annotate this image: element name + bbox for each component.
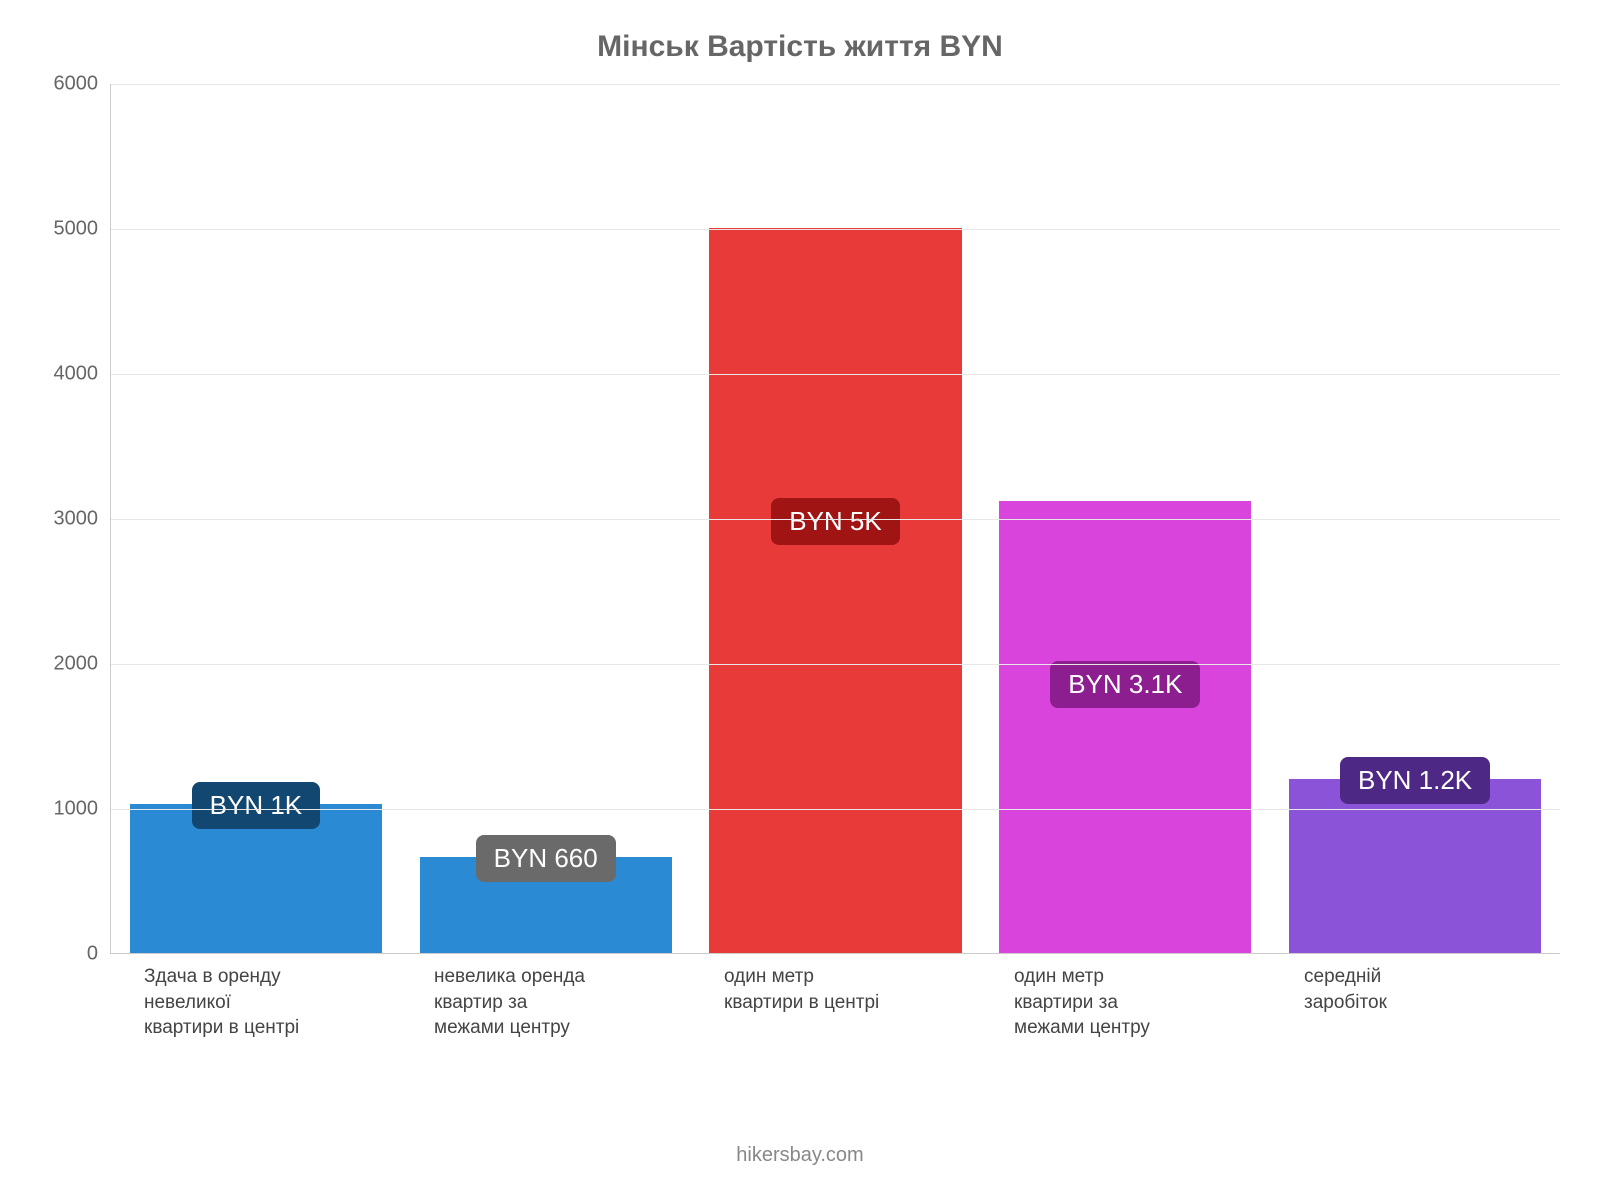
x-label-slot: невелика оренда квартир за межами центру <box>400 964 690 1134</box>
value-badge: BYN 1K <box>192 782 321 829</box>
attribution: hikersbay.com <box>40 1144 1560 1167</box>
gridline <box>111 519 1560 520</box>
y-tick-label: 6000 <box>54 73 99 96</box>
x-axis-label: середній заробіток <box>1280 964 1460 1015</box>
bar: BYN 1.2K <box>1289 779 1541 953</box>
y-tick-label: 0 <box>87 943 98 966</box>
value-badge: BYN 5K <box>771 498 900 545</box>
bar: BYN 1K <box>130 804 382 953</box>
y-tick-label: 5000 <box>54 218 99 241</box>
x-label-slot: один метр квартири в центрі <box>690 964 980 1134</box>
gridline <box>111 809 1560 810</box>
plot-area: BYN 1K BYN 660 BYN 5K BYN 3.1K BYN 1.2K <box>110 84 1560 954</box>
x-axis-labels: Здача в оренду невеликої квартири в цент… <box>110 964 1560 1134</box>
x-axis-label: невелика оренда квартир за межами центру <box>410 964 590 1041</box>
x-label-slot: Здача в оренду невеликої квартири в цент… <box>110 964 400 1134</box>
plot-wrapper: 0100020003000400050006000 BYN 1KBYN 660B… <box>40 84 1560 954</box>
x-label-slot: середній заробіток <box>1270 964 1560 1134</box>
x-label-slot: один метр квартири за межами центру <box>980 964 1270 1134</box>
x-axis-label: Здача в оренду невеликої квартири в цент… <box>120 964 300 1041</box>
value-badge: BYN 1.2K <box>1340 757 1490 804</box>
y-tick-label: 3000 <box>54 508 99 531</box>
gridline <box>111 84 1560 85</box>
bar: BYN 5K <box>709 228 961 953</box>
chart-container: Мінськ Вартість життя BYN 0 1000 2000 3000 4… <box>0 0 1600 1200</box>
y-tick-label: 1000 <box>54 798 99 821</box>
chart-title: Мінськ Вартість життя BYN <box>40 30 1560 64</box>
value-badge: BYN 3.1K <box>1050 661 1200 708</box>
x-axis-label: один метр квартири за межами центру <box>990 964 1170 1041</box>
y-tick-label: 4000 <box>54 363 99 386</box>
value-badge: BYN 660 <box>476 835 616 882</box>
gridline <box>111 664 1560 665</box>
gridline <box>111 374 1560 375</box>
y-axis: 0100020003000400050006000 <box>40 84 110 954</box>
x-axis-label: один метр квартири в центрі <box>700 964 880 1015</box>
y-tick-label: 2000 <box>54 653 99 676</box>
bar: BYN 660 <box>420 857 672 953</box>
gridline <box>111 229 1560 230</box>
bar: BYN 3.1K <box>999 501 1251 953</box>
